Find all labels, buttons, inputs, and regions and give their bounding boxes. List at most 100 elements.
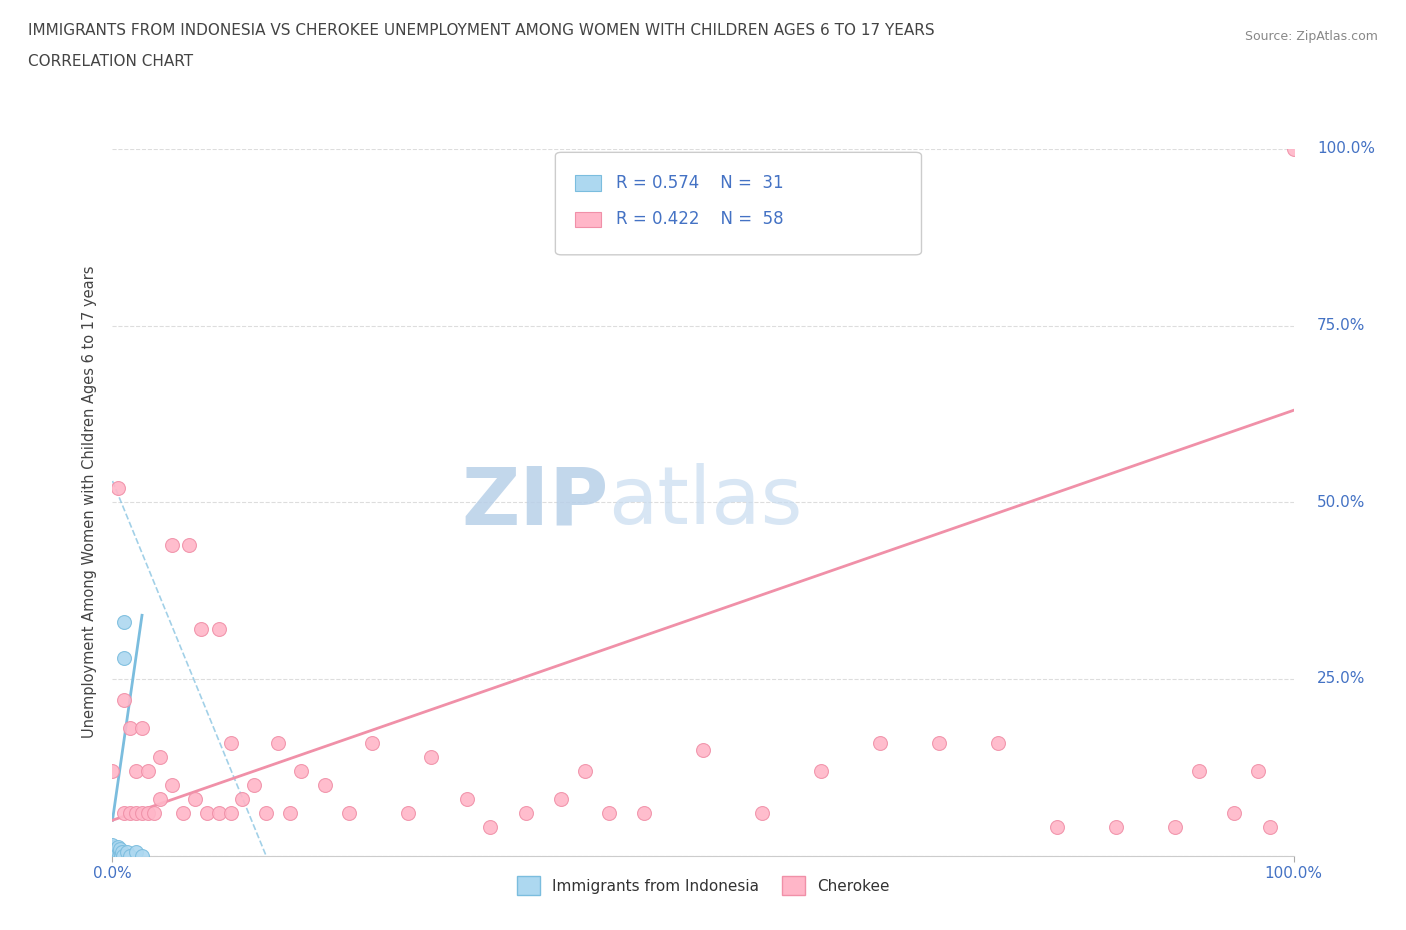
Point <box>112 615 135 630</box>
Point <box>1046 820 1069 835</box>
Point <box>101 764 124 778</box>
Point <box>142 805 165 820</box>
Text: 25.0%: 25.0% <box>1317 671 1365 686</box>
Point <box>810 764 832 778</box>
Point <box>149 750 172 764</box>
Point <box>101 844 124 859</box>
Point <box>101 848 124 863</box>
Point <box>243 777 266 792</box>
Point <box>515 805 537 820</box>
Point <box>105 848 128 863</box>
Y-axis label: Unemployment Among Women with Children Ages 6 to 17 years: Unemployment Among Women with Children A… <box>82 266 97 738</box>
Point <box>550 791 572 806</box>
Text: CORRELATION CHART: CORRELATION CHART <box>28 54 193 69</box>
FancyBboxPatch shape <box>575 212 602 227</box>
Point <box>278 805 301 820</box>
Text: 50.0%: 50.0% <box>1317 495 1365 510</box>
Point <box>101 848 124 863</box>
Text: ZIP: ZIP <box>461 463 609 541</box>
Point <box>598 805 620 820</box>
Point <box>692 742 714 757</box>
Point <box>136 764 159 778</box>
Point <box>219 735 242 750</box>
Point <box>219 805 242 820</box>
Point <box>115 844 138 859</box>
Point <box>928 735 950 750</box>
Point <box>208 805 231 820</box>
Point <box>184 791 207 806</box>
Point <box>101 840 124 855</box>
Point <box>208 622 231 637</box>
Point <box>1247 764 1270 778</box>
Point <box>1164 820 1187 835</box>
Point <box>120 848 142 863</box>
Text: atlas: atlas <box>609 463 803 541</box>
Point <box>456 791 478 806</box>
Text: Source: ZipAtlas.com: Source: ZipAtlas.com <box>1244 30 1378 43</box>
Point <box>111 844 134 859</box>
Point <box>1258 820 1281 835</box>
Point <box>105 843 128 857</box>
Point <box>101 844 124 859</box>
Point <box>172 805 194 820</box>
Point <box>396 805 419 820</box>
Point <box>107 848 129 863</box>
Point <box>104 848 127 863</box>
Point <box>136 805 159 820</box>
Point <box>101 848 124 863</box>
Point <box>105 841 128 856</box>
Point <box>101 848 124 863</box>
Point <box>160 538 183 552</box>
Point <box>101 838 124 853</box>
FancyBboxPatch shape <box>555 153 921 255</box>
Point <box>131 721 153 736</box>
Point <box>574 764 596 778</box>
Point <box>120 721 142 736</box>
FancyBboxPatch shape <box>575 175 602 191</box>
Point <box>254 805 277 820</box>
Point <box>314 777 336 792</box>
Point <box>104 844 127 859</box>
Point <box>125 805 148 820</box>
Text: IMMIGRANTS FROM INDONESIA VS CHEROKEE UNEMPLOYMENT AMONG WOMEN WITH CHILDREN AGE: IMMIGRANTS FROM INDONESIA VS CHEROKEE UN… <box>28 23 935 38</box>
Point <box>120 805 142 820</box>
Point <box>1282 141 1305 156</box>
Point <box>1105 820 1128 835</box>
Point <box>149 791 172 806</box>
Point <box>751 805 773 820</box>
Point <box>107 840 129 855</box>
Point <box>290 764 312 778</box>
Point <box>231 791 253 806</box>
Point <box>160 777 183 792</box>
Point <box>633 805 655 820</box>
Point <box>361 735 384 750</box>
Point <box>125 844 148 859</box>
Point <box>108 844 131 859</box>
Point <box>190 622 212 637</box>
Text: R = 0.422    N =  58: R = 0.422 N = 58 <box>616 210 783 229</box>
Point <box>479 820 502 835</box>
Point <box>107 481 129 496</box>
Point <box>112 693 135 708</box>
Point <box>131 805 153 820</box>
Point <box>107 844 129 859</box>
Point <box>267 735 290 750</box>
Text: R = 0.574    N =  31: R = 0.574 N = 31 <box>616 174 783 192</box>
Point <box>125 764 148 778</box>
Point <box>101 841 124 856</box>
Text: 100.0%: 100.0% <box>1317 141 1375 156</box>
Point <box>105 844 128 859</box>
Text: 75.0%: 75.0% <box>1317 318 1365 333</box>
Point <box>108 841 131 856</box>
Point <box>195 805 218 820</box>
Point <box>987 735 1010 750</box>
Point <box>420 750 443 764</box>
Point <box>112 848 135 863</box>
Point <box>869 735 891 750</box>
Legend: Immigrants from Indonesia, Cherokee: Immigrants from Indonesia, Cherokee <box>510 870 896 901</box>
Point <box>179 538 201 552</box>
Point <box>131 848 153 863</box>
Point <box>1188 764 1211 778</box>
Point <box>110 848 132 863</box>
Point <box>101 843 124 857</box>
